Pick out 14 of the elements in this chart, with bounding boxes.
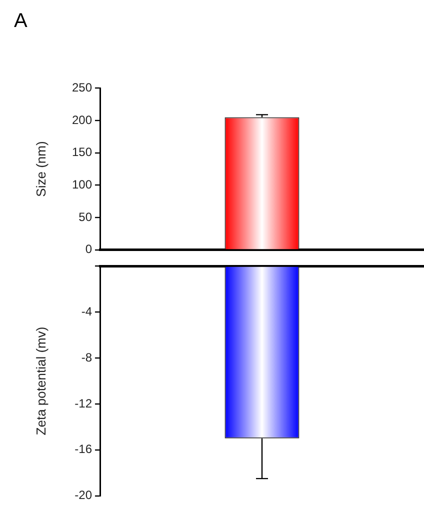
- y-tick-label: 200: [72, 112, 92, 127]
- y-axis-title: Size (nm): [33, 141, 48, 197]
- y-tick-label: 250: [72, 80, 92, 95]
- y-axis-title: Zeta potential (mv): [33, 326, 48, 436]
- y-tick-label: -20: [74, 488, 92, 502]
- y-tick-label: 150: [72, 145, 92, 160]
- y-tick-label: -8: [81, 350, 92, 364]
- y-tick-label: -12: [74, 396, 92, 410]
- y-tick-label: -16: [74, 442, 92, 456]
- y-tick-label: 0: [85, 242, 92, 256]
- y-tick-label: 50: [78, 210, 92, 224]
- y-tick-label: 100: [72, 177, 92, 192]
- y-tick-label: -4: [81, 304, 92, 318]
- chart-title: A: [14, 10, 28, 33]
